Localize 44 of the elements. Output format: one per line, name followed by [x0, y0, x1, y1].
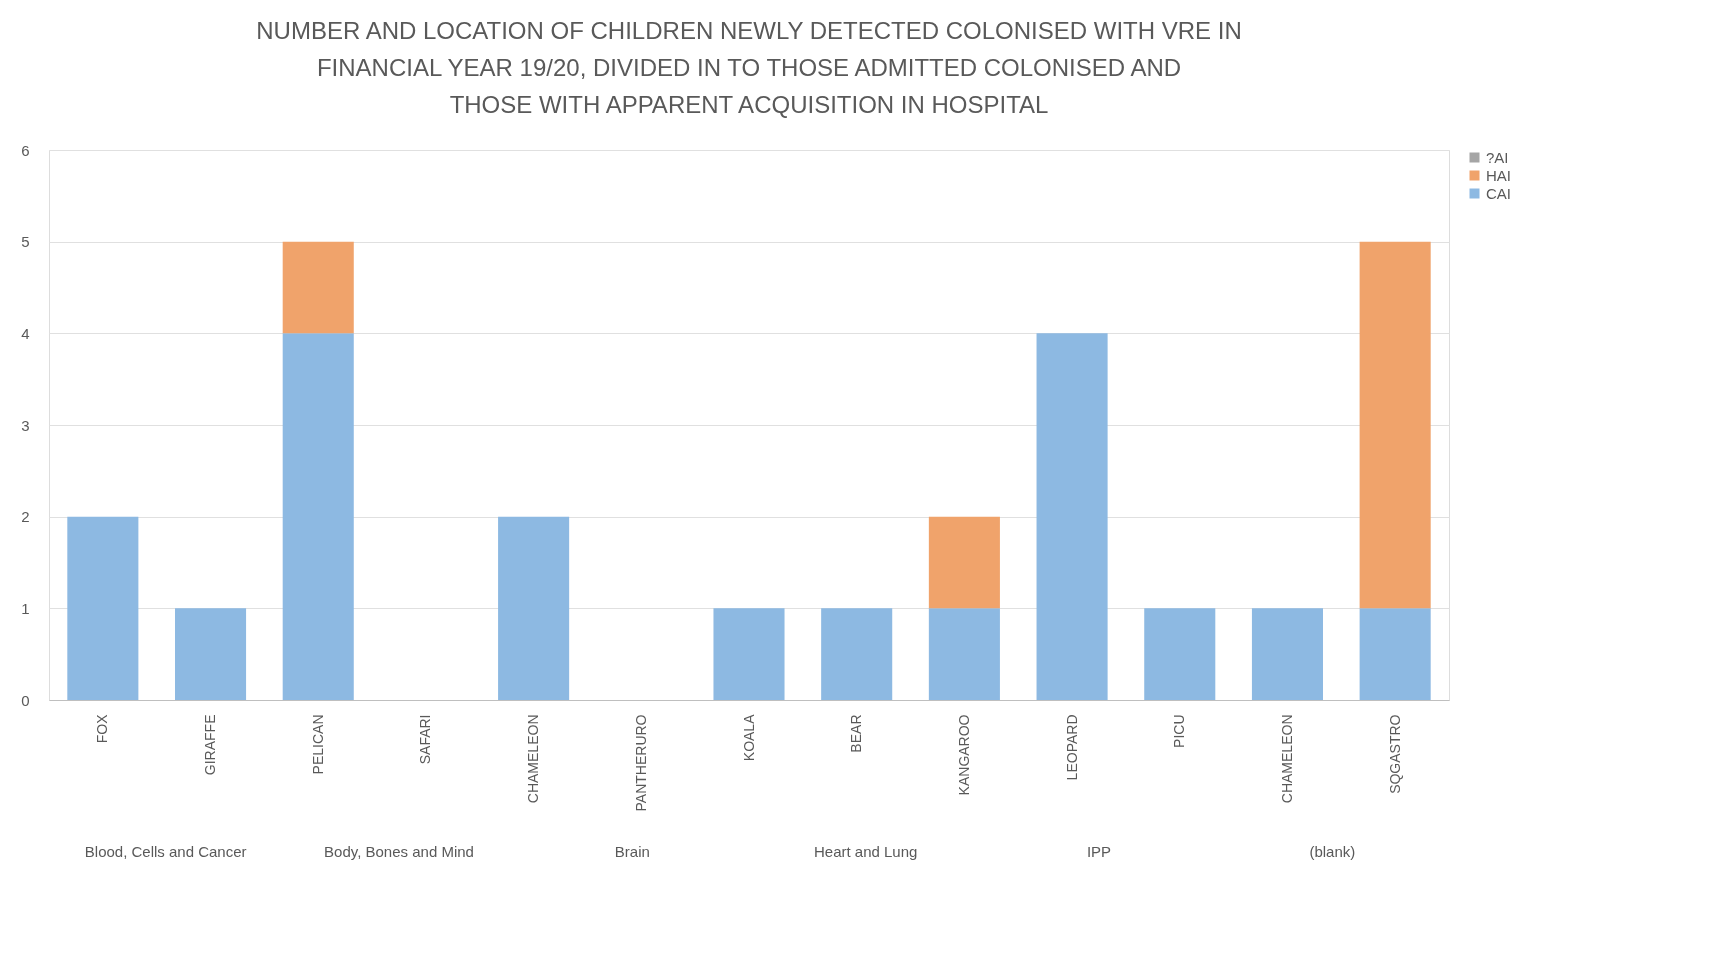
x-tick-label: CHAMELEON	[1278, 714, 1295, 804]
y-tick-label: 1	[21, 599, 30, 617]
x-tick-label: SAFARI	[417, 714, 434, 765]
x-tick-label: SQGASTRO	[1386, 714, 1403, 794]
bar	[1144, 608, 1216, 700]
bar	[1251, 608, 1323, 700]
text: IPP	[1086, 843, 1112, 860]
x-tick-label: PELICAN	[309, 714, 326, 775]
bar	[1359, 241, 1431, 609]
x-tick-label: GIRAFFE	[202, 714, 219, 776]
bar	[282, 241, 354, 334]
chart-title: NUMBER AND LOCATION OF CHILDREN NEWLY DETECTED COLONISED WITH VRE IN FINANCIAL YEAR 19/20, DIVIDED IN TO THOSE ADMITTED COLONISED AND THOSE WITH APPARENT ACQUISITION IN HOSPITAL	[256, 17, 1242, 118]
bar	[713, 608, 785, 700]
legend-label: HAI	[1486, 166, 1512, 184]
y-tick-label: 4	[21, 324, 30, 342]
legend-label: CAI	[1486, 184, 1512, 202]
x-tick-label: BEAR	[848, 714, 865, 753]
x-tick-label: FOX	[94, 713, 111, 744]
bar	[1359, 608, 1431, 700]
bar	[1036, 333, 1108, 700]
text: Brain	[614, 843, 650, 860]
x-tick-label: KOALA	[740, 713, 757, 762]
y-tick-label: 3	[21, 416, 30, 434]
bar	[175, 608, 247, 700]
bar	[67, 516, 139, 700]
x-tick-label: CHAMELEON	[525, 714, 542, 804]
y-tick-label: 5	[21, 233, 30, 251]
bar	[282, 333, 354, 700]
x-tick-label: LEOPARD	[1063, 714, 1080, 781]
x-tick-label: KANGAROO	[955, 714, 972, 796]
y-tick-label: 0	[21, 691, 30, 709]
y-tick-label: 2	[21, 508, 30, 526]
x-tick-label: PANTHERURO	[632, 714, 649, 812]
bar	[498, 516, 570, 700]
text: Blood, Cells and Cancer	[84, 843, 247, 860]
bar	[821, 608, 893, 700]
y-tick-label: 6	[21, 141, 30, 159]
legend-label: ?AI	[1486, 148, 1509, 166]
text: (blank)	[1309, 843, 1356, 860]
bar	[928, 608, 1000, 700]
x-tick-label: PICU	[1171, 714, 1188, 748]
text: Heart and Lung	[813, 843, 918, 860]
bar	[928, 516, 1000, 609]
text: Body, Bones and Mind	[324, 843, 474, 860]
